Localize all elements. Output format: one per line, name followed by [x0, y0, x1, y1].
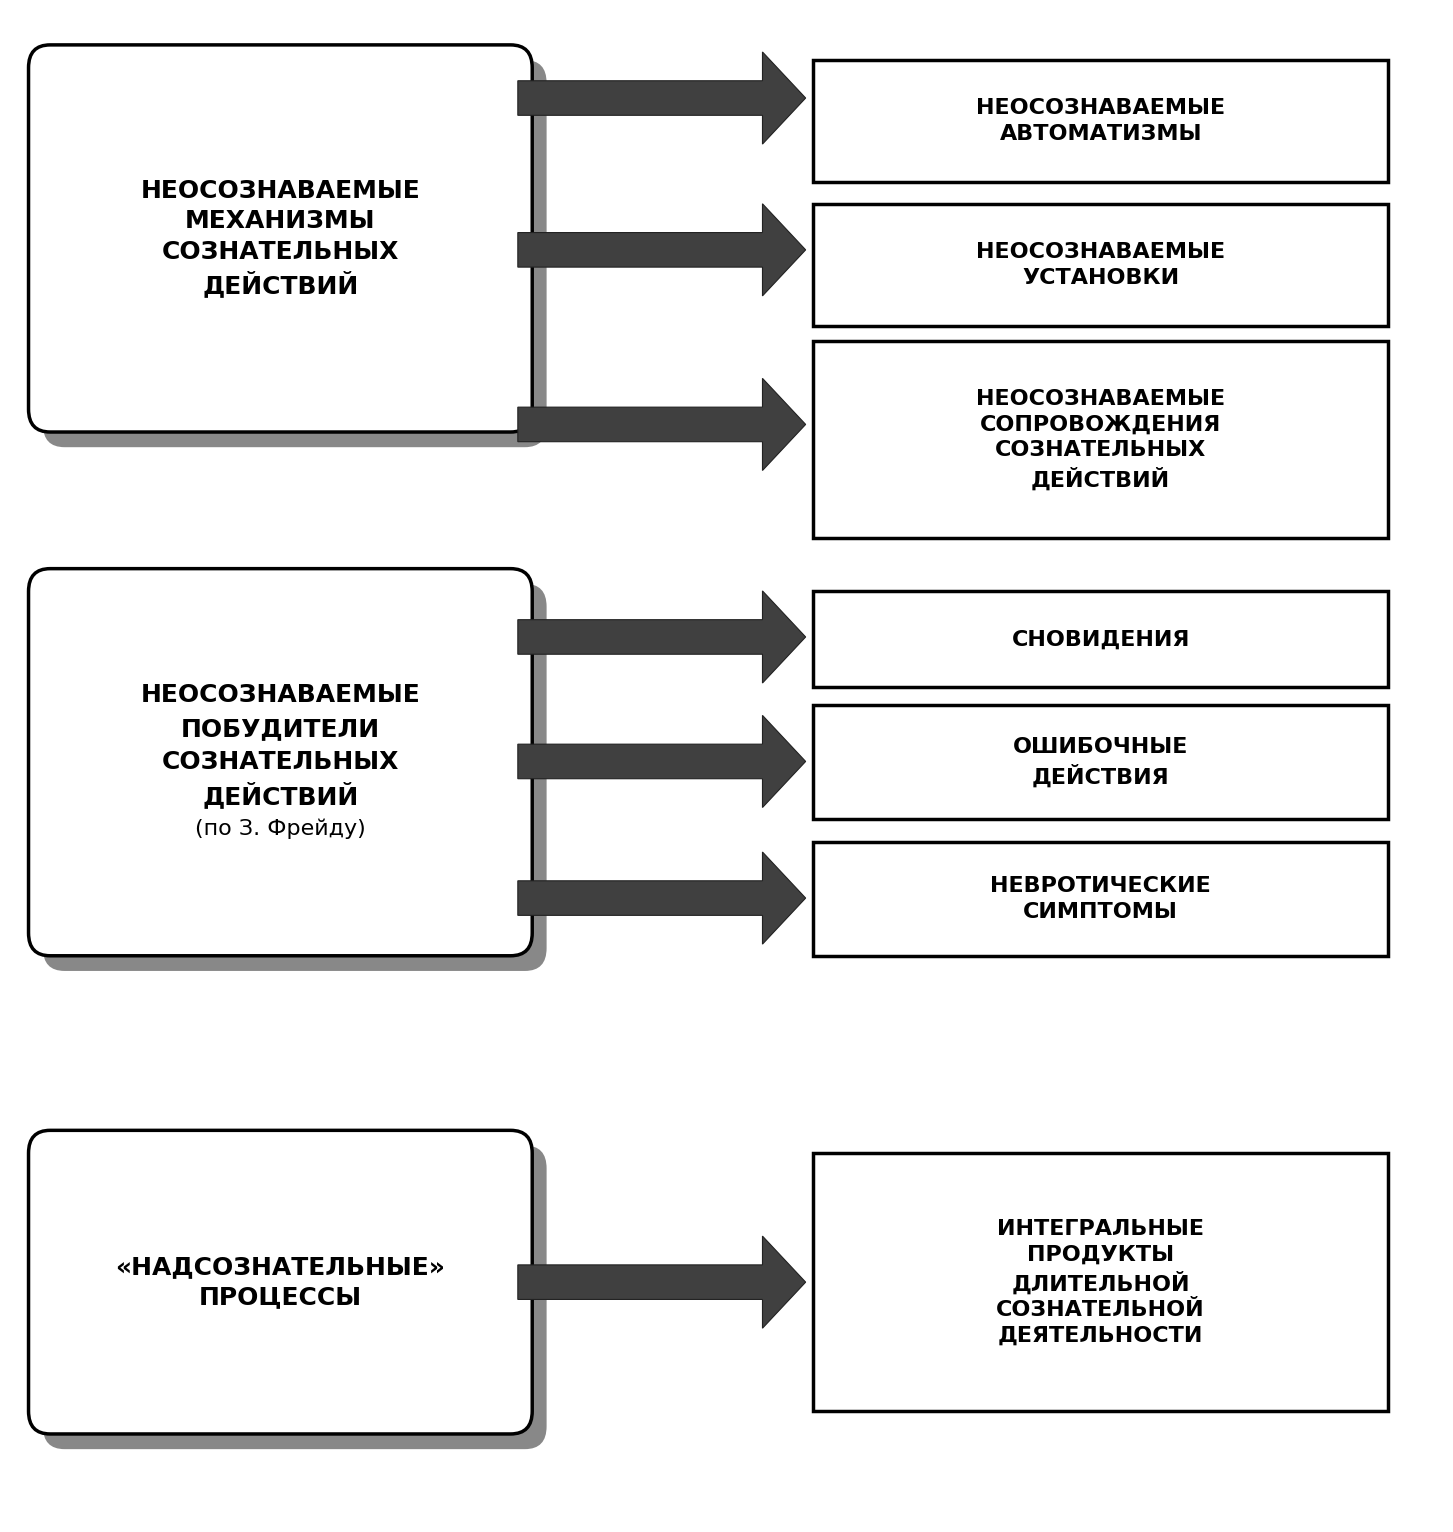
Text: (по З. Фрейду): (по З. Фрейду) — [195, 818, 366, 840]
Text: НЕОСОЗНАВАЕМЫЕ
СОПРОВОЖДЕНИЯ
СОЗНАТЕЛЬНЫХ
ДЕЙСТВИЙ: НЕОСОЗНАВАЕМЫЕ СОПРОВОЖДЕНИЯ СОЗНАТЕЛЬНЫ… — [976, 389, 1225, 490]
Polygon shape — [517, 204, 805, 296]
Polygon shape — [517, 715, 805, 807]
Polygon shape — [517, 378, 805, 470]
Text: ИНТЕГРАЛЬНЫЕ
ПРОДУКТЫ
ДЛИТЕЛЬНОЙ
СОЗНАТЕЛЬНОЙ
ДЕЯТЕЛЬНОСТИ: ИНТЕГРАЛЬНЫЕ ПРОДУКТЫ ДЛИТЕЛЬНОЙ СОЗНАТЕ… — [997, 1219, 1205, 1345]
Bar — [812, 843, 1389, 956]
FancyBboxPatch shape — [29, 44, 532, 432]
Bar — [812, 342, 1389, 538]
FancyBboxPatch shape — [44, 60, 546, 447]
FancyBboxPatch shape — [29, 1131, 532, 1434]
Text: НЕВРОТИЧЕСКИЕ
СИМПТОМЫ: НЕВРОТИЧЕСКИЕ СИМПТОМЫ — [991, 876, 1210, 922]
Text: НЕОСОЗНАВАЕМЫЕ: НЕОСОЗНАВАЕМЫЕ — [141, 683, 420, 708]
Bar — [812, 204, 1389, 326]
Text: ОШИБОЧНЫЕ
ДЕЙСТВИЯ: ОШИБОЧНЫЕ ДЕЙСТВИЯ — [1013, 737, 1189, 787]
Text: СНОВИДЕНИЯ: СНОВИДЕНИЯ — [1011, 630, 1190, 650]
FancyBboxPatch shape — [44, 584, 546, 971]
Text: СОЗНАТЕЛЬНЫХ: СОЗНАТЕЛЬНЫХ — [161, 751, 400, 774]
Bar — [812, 705, 1389, 820]
Polygon shape — [517, 852, 805, 944]
Bar — [812, 591, 1389, 686]
FancyBboxPatch shape — [44, 1146, 546, 1449]
Text: НЕОСОЗНАВАЕМЫЕ
УСТАНОВКИ: НЕОСОЗНАВАЕМЫЕ УСТАНОВКИ — [976, 242, 1225, 288]
Text: ДЕЙСТВИЙ: ДЕЙСТВИЙ — [202, 783, 359, 809]
Polygon shape — [517, 1236, 805, 1328]
Text: ПОБУДИТЕЛИ: ПОБУДИТЕЛИ — [180, 717, 379, 741]
Bar — [812, 60, 1389, 181]
Text: «НАДСОЗНАТЕЛЬНЫЕ»
ПРОЦЕССЫ: «НАДСОЗНАТЕЛЬНЫЕ» ПРОЦЕССЫ — [115, 1255, 445, 1310]
FancyBboxPatch shape — [29, 568, 532, 956]
Text: НЕОСОЗНАВАЕМЫЕ
МЕХАНИЗМЫ
СОЗНАТЕЛЬНЫХ
ДЕЙСТВИЙ: НЕОСОЗНАВАЕМЫЕ МЕХАНИЗМЫ СОЗНАТЕЛЬНЫХ ДЕ… — [141, 179, 420, 299]
Text: НЕОСОЗНАВАЕМЫЕ
АВТОМАТИЗМЫ: НЕОСОЗНАВАЕМЫЕ АВТОМАТИЗМЫ — [976, 98, 1225, 144]
Polygon shape — [517, 591, 805, 683]
Bar — [812, 1154, 1389, 1411]
Polygon shape — [517, 52, 805, 144]
